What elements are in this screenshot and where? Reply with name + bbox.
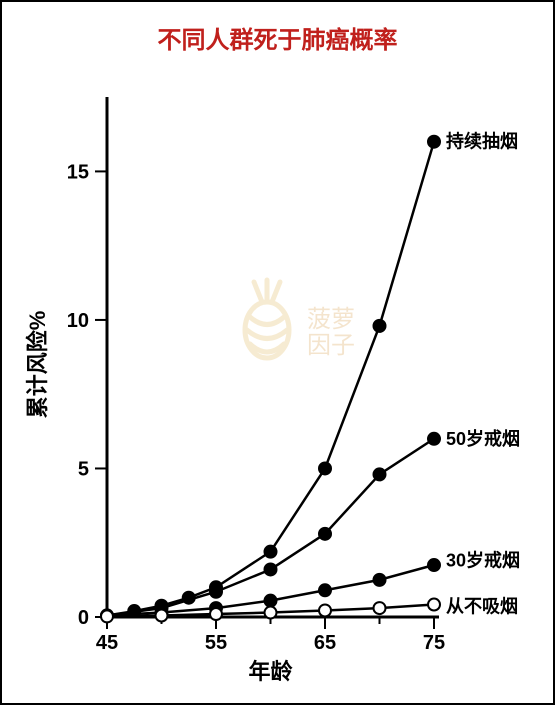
series-label: 持续抽烟 (446, 131, 518, 152)
data-marker (319, 528, 331, 540)
y-tick-label: 15 (67, 161, 89, 183)
x-axis-label: 年龄 (248, 659, 293, 684)
y-tick-label: 10 (67, 310, 89, 332)
chart-title: 不同人群死于肺癌概率 (2, 20, 553, 55)
x-tick-label: 75 (423, 632, 445, 654)
chart-frame: 不同人群死于肺癌概率 菠萝 因子 45556575051015年龄累计风险%持续… (0, 0, 555, 705)
data-marker (428, 599, 440, 611)
series-label: 50岁戒烟 (446, 428, 520, 449)
series-line (107, 142, 434, 616)
data-marker (319, 584, 331, 596)
series-line (107, 439, 434, 616)
data-marker (428, 559, 440, 571)
x-tick-label: 65 (314, 632, 336, 654)
data-marker (428, 433, 440, 445)
x-tick-label: 45 (96, 632, 118, 654)
data-marker (265, 563, 277, 575)
y-tick-label: 5 (78, 458, 89, 480)
data-marker (265, 595, 277, 607)
series-label: 30岁戒烟 (446, 550, 520, 571)
data-marker (428, 136, 440, 148)
data-marker (156, 610, 168, 622)
series-label: 从不吸烟 (446, 596, 518, 617)
data-marker (319, 462, 331, 474)
data-marker (265, 546, 277, 558)
data-marker (210, 608, 222, 620)
data-marker (265, 607, 277, 619)
data-marker (374, 320, 386, 332)
y-axis-label: 累计风险% (25, 311, 50, 419)
y-tick-label: 0 (78, 607, 89, 629)
data-marker (374, 574, 386, 586)
x-tick-label: 55 (205, 632, 227, 654)
data-marker (319, 604, 331, 616)
data-marker (374, 602, 386, 614)
data-marker (374, 468, 386, 480)
chart-canvas: 45 55 65 75 0 5 10 15 年龄 累计风险% 持续抽烟 50岁戒烟 30岁戒烟从不吸烟 (2, 72, 555, 707)
data-marker (101, 610, 113, 622)
data-marker (210, 586, 222, 598)
